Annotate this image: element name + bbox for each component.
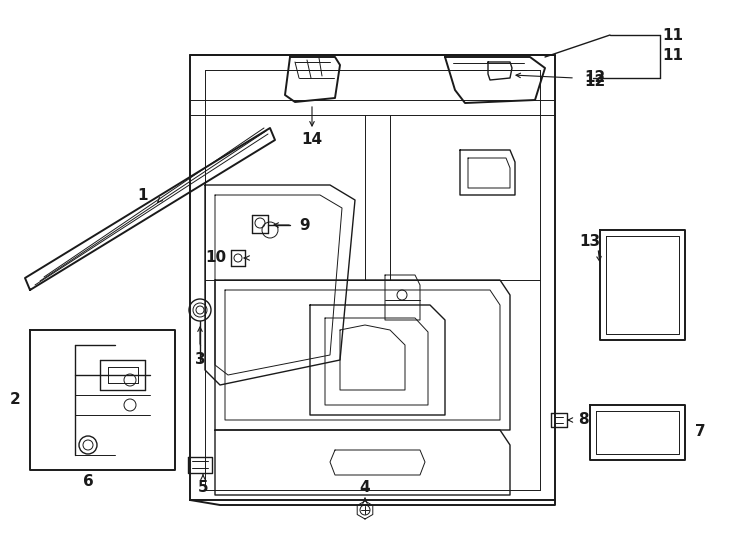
Text: 5: 5 xyxy=(197,480,208,495)
Text: 2: 2 xyxy=(10,393,21,408)
Text: 11: 11 xyxy=(663,48,683,63)
Text: 1: 1 xyxy=(138,187,148,202)
Text: 3: 3 xyxy=(195,353,206,368)
Text: 12: 12 xyxy=(584,75,606,90)
Text: 14: 14 xyxy=(302,132,322,147)
Text: 9: 9 xyxy=(299,218,310,233)
Text: 12: 12 xyxy=(584,71,606,85)
Text: 8: 8 xyxy=(578,413,589,428)
Text: 10: 10 xyxy=(206,251,227,266)
Text: 6: 6 xyxy=(83,475,93,489)
Text: 13: 13 xyxy=(579,234,600,249)
Text: 4: 4 xyxy=(360,481,371,496)
Text: 7: 7 xyxy=(694,424,705,440)
Text: 11: 11 xyxy=(663,28,683,43)
